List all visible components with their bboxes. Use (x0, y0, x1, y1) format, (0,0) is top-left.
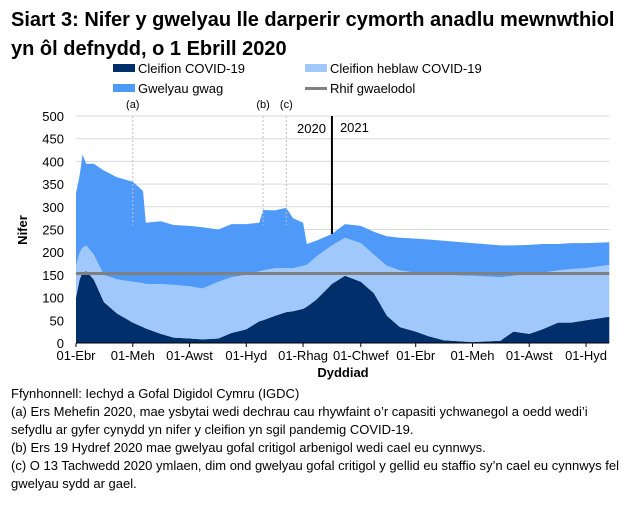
legend-label: Rhif gwaelodol (330, 80, 416, 96)
legend-line-baseline (305, 86, 327, 90)
x-tick-label: 01-Chwef (333, 348, 389, 363)
y-tick-label: 250 (42, 223, 64, 238)
year-label-2020: 2020 (297, 121, 326, 136)
y-tick-label: 300 (42, 200, 64, 215)
source-note: Ffynhonnell: Iechyd a Gofal Digidol Cymr… (11, 386, 300, 401)
y-tick-label: 500 (42, 109, 64, 124)
y-tick-label: 150 (42, 268, 64, 283)
year-label-2021: 2021 (340, 120, 369, 135)
area-series-1 (76, 271, 610, 343)
chart-title: Siart 3: Nifer y gwelyau lle darperir cy… (11, 9, 615, 60)
x-tick-label: 01-Hyd (225, 348, 267, 363)
annotation-label: (c) (280, 99, 293, 111)
x-tick-label: 01-Rhag (278, 348, 328, 363)
x-tick-label: 01-Ebr (396, 348, 436, 363)
y-tick-label: 50 (50, 313, 64, 328)
x-tick-label: 01-Hyd (565, 348, 607, 363)
y-tick-label: 100 (42, 291, 64, 306)
legend-item-baseline: Rhif gwaelodol (305, 80, 415, 96)
x-tick-label: 01-Meh (111, 348, 155, 363)
legend-item-empty-beds: Gwelyau gwag (113, 80, 223, 96)
area-series-3 (76, 154, 610, 289)
x-tick-label: 01-Ebr (56, 348, 96, 363)
y-tick-label: 200 (42, 245, 64, 260)
footnote-a: (a) Ers Mehefin 2020, mae ysbytai wedi d… (11, 404, 588, 437)
footnote-b: (b) Ers 19 Hydref 2020 mae gwelyau gofal… (11, 440, 486, 455)
footnote-c: (c) O 13 Tachwedd 2020 ymlaen, dim ond g… (11, 458, 619, 491)
y-tick-label: 450 (42, 132, 64, 147)
legend-swatch-non-covid (305, 64, 327, 72)
legend-swatch-covid (113, 64, 135, 72)
x-tick-label: 01-Meh (450, 348, 494, 363)
legend-item-covid: Cleifion COVID-19 (113, 60, 245, 76)
y-tick-label: 350 (42, 177, 64, 192)
legend-label: Gwelyau gwag (138, 80, 224, 96)
annotation-label: (b) (256, 99, 269, 111)
legend-label: Cleifion COVID-19 (138, 60, 245, 76)
y-tick-label: 0 (57, 336, 64, 351)
annotation-label: (a) (126, 99, 139, 111)
legend-item-non-covid: Cleifion heblaw COVID-19 (305, 60, 482, 76)
x-axis-label: Dyddiad (317, 365, 368, 380)
x-tick-label: 01-Awst (166, 348, 213, 363)
footnotes: Ffynhonnell: Iechyd a Gofal Digidol Cymr… (11, 385, 626, 493)
y-tick-label: 400 (42, 154, 64, 169)
x-tick-label: 01-Awst (506, 348, 553, 363)
y-axis-label: Nifer (15, 215, 30, 245)
legend-label: Cleifion heblaw COVID-19 (330, 60, 482, 76)
legend-swatch-empty-beds (113, 84, 135, 92)
area-series-2 (76, 237, 610, 343)
